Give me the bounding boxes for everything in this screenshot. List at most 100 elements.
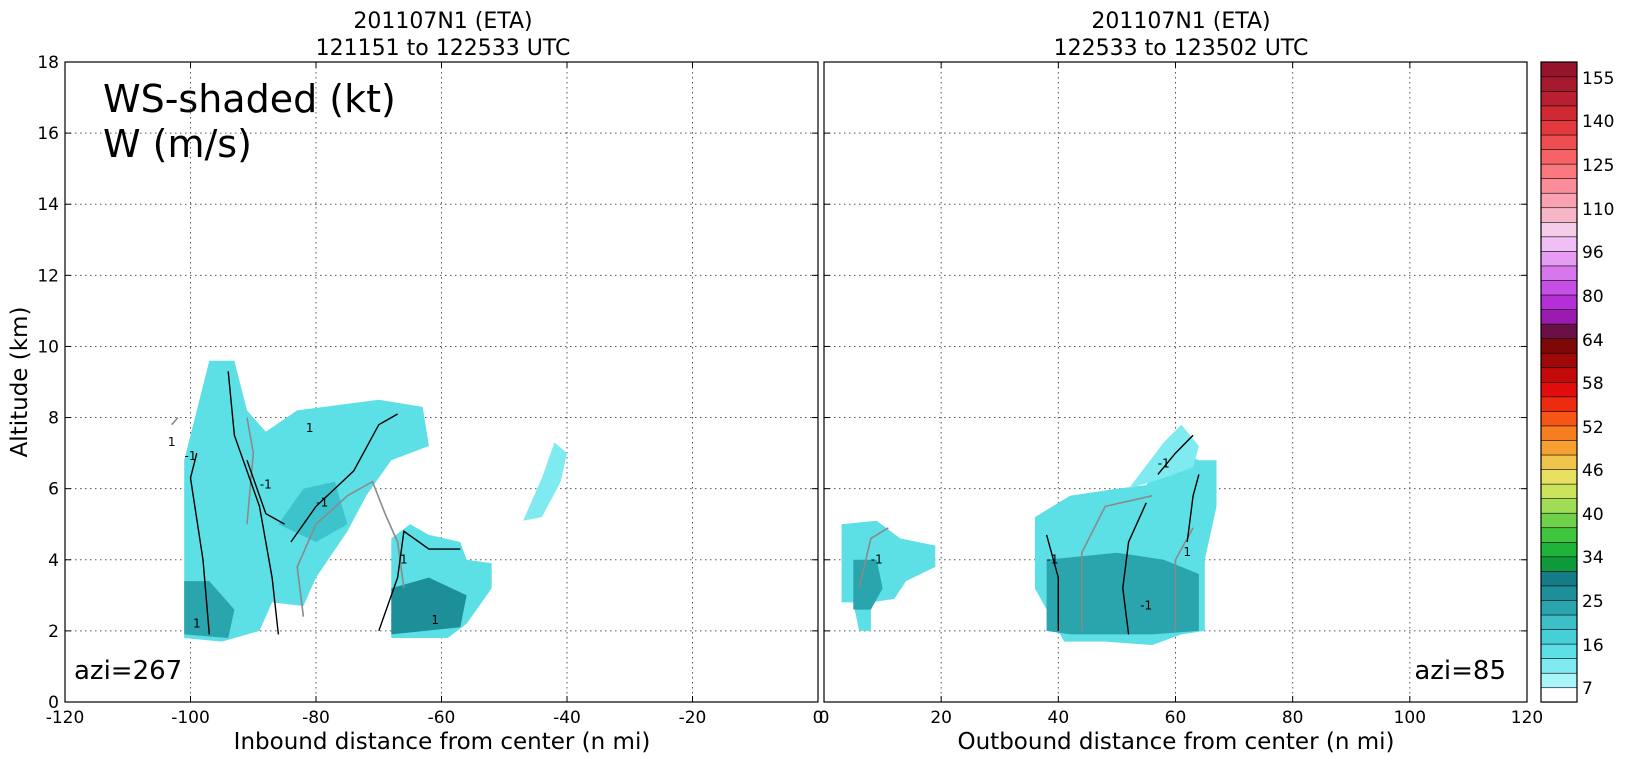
colorbar-swatch (1540, 687, 1578, 703)
left-title-line2: 121151 to 122533 UTC (316, 36, 571, 61)
colorbar-swatch (1540, 352, 1578, 369)
y-tick-label: 2 (48, 622, 59, 642)
colorbar-swatch (1540, 76, 1578, 92)
contour-label: 1 (193, 616, 201, 630)
left-y-ticks: 0 2 4 6 8 10 12 14 16 18 (37, 53, 818, 713)
right-azimuth-label: azi=85 (1414, 656, 1506, 686)
right-x-axis-label: Outbound distance from center (n mi) (958, 729, 1395, 755)
w-contour-negative (296, 480, 405, 617)
right-x-ticks: 0 20 40 60 80 100 120 (819, 61, 1543, 728)
left-x-ticks: -120 -100 -80 -60 -40 -20 0 (46, 62, 823, 728)
colorbar-swatch (1540, 207, 1578, 223)
colorbar-swatch (1540, 527, 1578, 543)
w-contour-negative (858, 527, 889, 589)
right-x-tick-label: 40 (1048, 708, 1070, 728)
right-x-tick-label: 100 (1394, 708, 1426, 728)
colorbar-tick-label: 80 (1582, 287, 1604, 307)
contour-label: 1 (168, 435, 176, 449)
left-x-tick-label: -120 (46, 708, 85, 728)
colorbar-tick-label: 46 (1582, 461, 1604, 481)
w-label: W (m/s) (103, 122, 252, 166)
left-x-tick-label: -80 (302, 708, 330, 728)
colorbar-swatch (1540, 658, 1578, 674)
y-tick-label: 6 (48, 480, 59, 500)
colorbar-swatch (1540, 294, 1578, 310)
colorbar-swatch (1540, 148, 1578, 165)
colorbar-swatch (1540, 279, 1578, 296)
colorbar-tick-label: 96 (1582, 243, 1604, 263)
colorbar-swatch (1540, 323, 1578, 339)
right-panel: 201107N1 (ETA) 122533 to 123502 UTC -1 -1… (819, 9, 1544, 755)
colorbar-swatch (1540, 134, 1578, 150)
y-tick-label: 8 (48, 409, 59, 429)
right-x-tick-label: 60 (1165, 708, 1187, 728)
w-contour-positive (1157, 434, 1194, 475)
colorbar-swatch (1540, 338, 1578, 354)
left-panel: 201107N1 (ETA) 121151 to 122533 UTC 1 -1 -… (7, 9, 823, 755)
colorbar-swatch (1540, 439, 1578, 456)
colorbar-swatch (1540, 119, 1578, 136)
colorbar-swatch (1540, 425, 1578, 441)
y-tick-label: 18 (37, 53, 59, 73)
colorbar-swatch (1540, 90, 1578, 107)
left-x-tick-label: -40 (553, 708, 581, 728)
shaded-region-main-echo-top (1128, 424, 1199, 489)
left-title-line1: 201107N1 (ETA) (353, 9, 532, 34)
colorbar-tick-label: 64 (1582, 331, 1604, 351)
w-contour-positive (1045, 534, 1059, 631)
colorbar-swatch (1540, 556, 1578, 572)
w-contour-negative (1081, 495, 1153, 631)
colorbar-swatch (1540, 236, 1578, 252)
colorbar-swatch (1540, 367, 1578, 383)
colorbar-swatch (1540, 454, 1578, 470)
colorbar-swatch (1540, 308, 1578, 325)
colorbar-swatch (1540, 265, 1578, 281)
contour-label: 1 (306, 421, 314, 435)
right-x-tick-label: 20 (930, 708, 952, 728)
colorbar-swatch (1540, 512, 1578, 529)
contour-label: 1 (1183, 545, 1191, 559)
colorbar-swatch (1540, 483, 1578, 499)
colorbar-swatch (1540, 585, 1578, 601)
colorbar-swatch (1540, 163, 1578, 179)
right-x-tick-label: 80 (1282, 708, 1304, 728)
colorbar-swatch (1540, 61, 1578, 78)
colorbar-tick-label: 7 (1582, 679, 1593, 699)
right-title-line2: 122533 to 123502 UTC (1054, 36, 1309, 61)
contour-label: -1 (316, 495, 328, 509)
colorbar-swatch (1540, 396, 1578, 412)
right-x-tick-label: 0 (819, 708, 830, 728)
w-contour-positive (378, 530, 461, 632)
colorbar-swatch (1540, 599, 1578, 616)
y-axis-label: Altitude (km) (7, 307, 33, 458)
w-contour-positive (189, 452, 210, 635)
contour-label: -1 (871, 552, 883, 566)
colorbar-swatch (1540, 468, 1578, 485)
left-x-tick-label: -100 (171, 708, 210, 728)
left-shaded-regions (184, 360, 567, 642)
shaded-region-core-dark (1046, 552, 1199, 635)
y-tick-label: 14 (37, 195, 59, 215)
contour-label: -1 (260, 478, 272, 492)
w-contour-negative (246, 417, 255, 525)
colorbar-swatch (1540, 178, 1578, 194)
w-contour-positive (290, 413, 398, 543)
shaded-region-core-dark-2 (391, 577, 467, 635)
colorbar-swatch (1540, 250, 1578, 267)
colorbar-swatch (1540, 628, 1578, 645)
colorbar-swatch (1540, 192, 1578, 209)
right-shaded-regions (841, 424, 1217, 646)
colorbar-tick-label: 52 (1582, 418, 1604, 438)
colorbar-tick-label: 125 (1582, 156, 1614, 176)
left-contours: 1 -1 -1 -1 1 1 1 1 (168, 371, 461, 635)
shaded-region-isolated-echo (523, 442, 567, 521)
colorbar-frame (1540, 61, 1578, 703)
contour-label: 1 (400, 552, 408, 566)
colorbar-tick-label: 155 (1582, 69, 1614, 89)
y-tick-label: 16 (37, 124, 59, 144)
w-contour-positive (246, 459, 285, 525)
contour-label: -1 (1158, 456, 1170, 470)
colorbar-tick-label: 140 (1582, 112, 1614, 132)
colorbar-swatch (1540, 221, 1578, 238)
